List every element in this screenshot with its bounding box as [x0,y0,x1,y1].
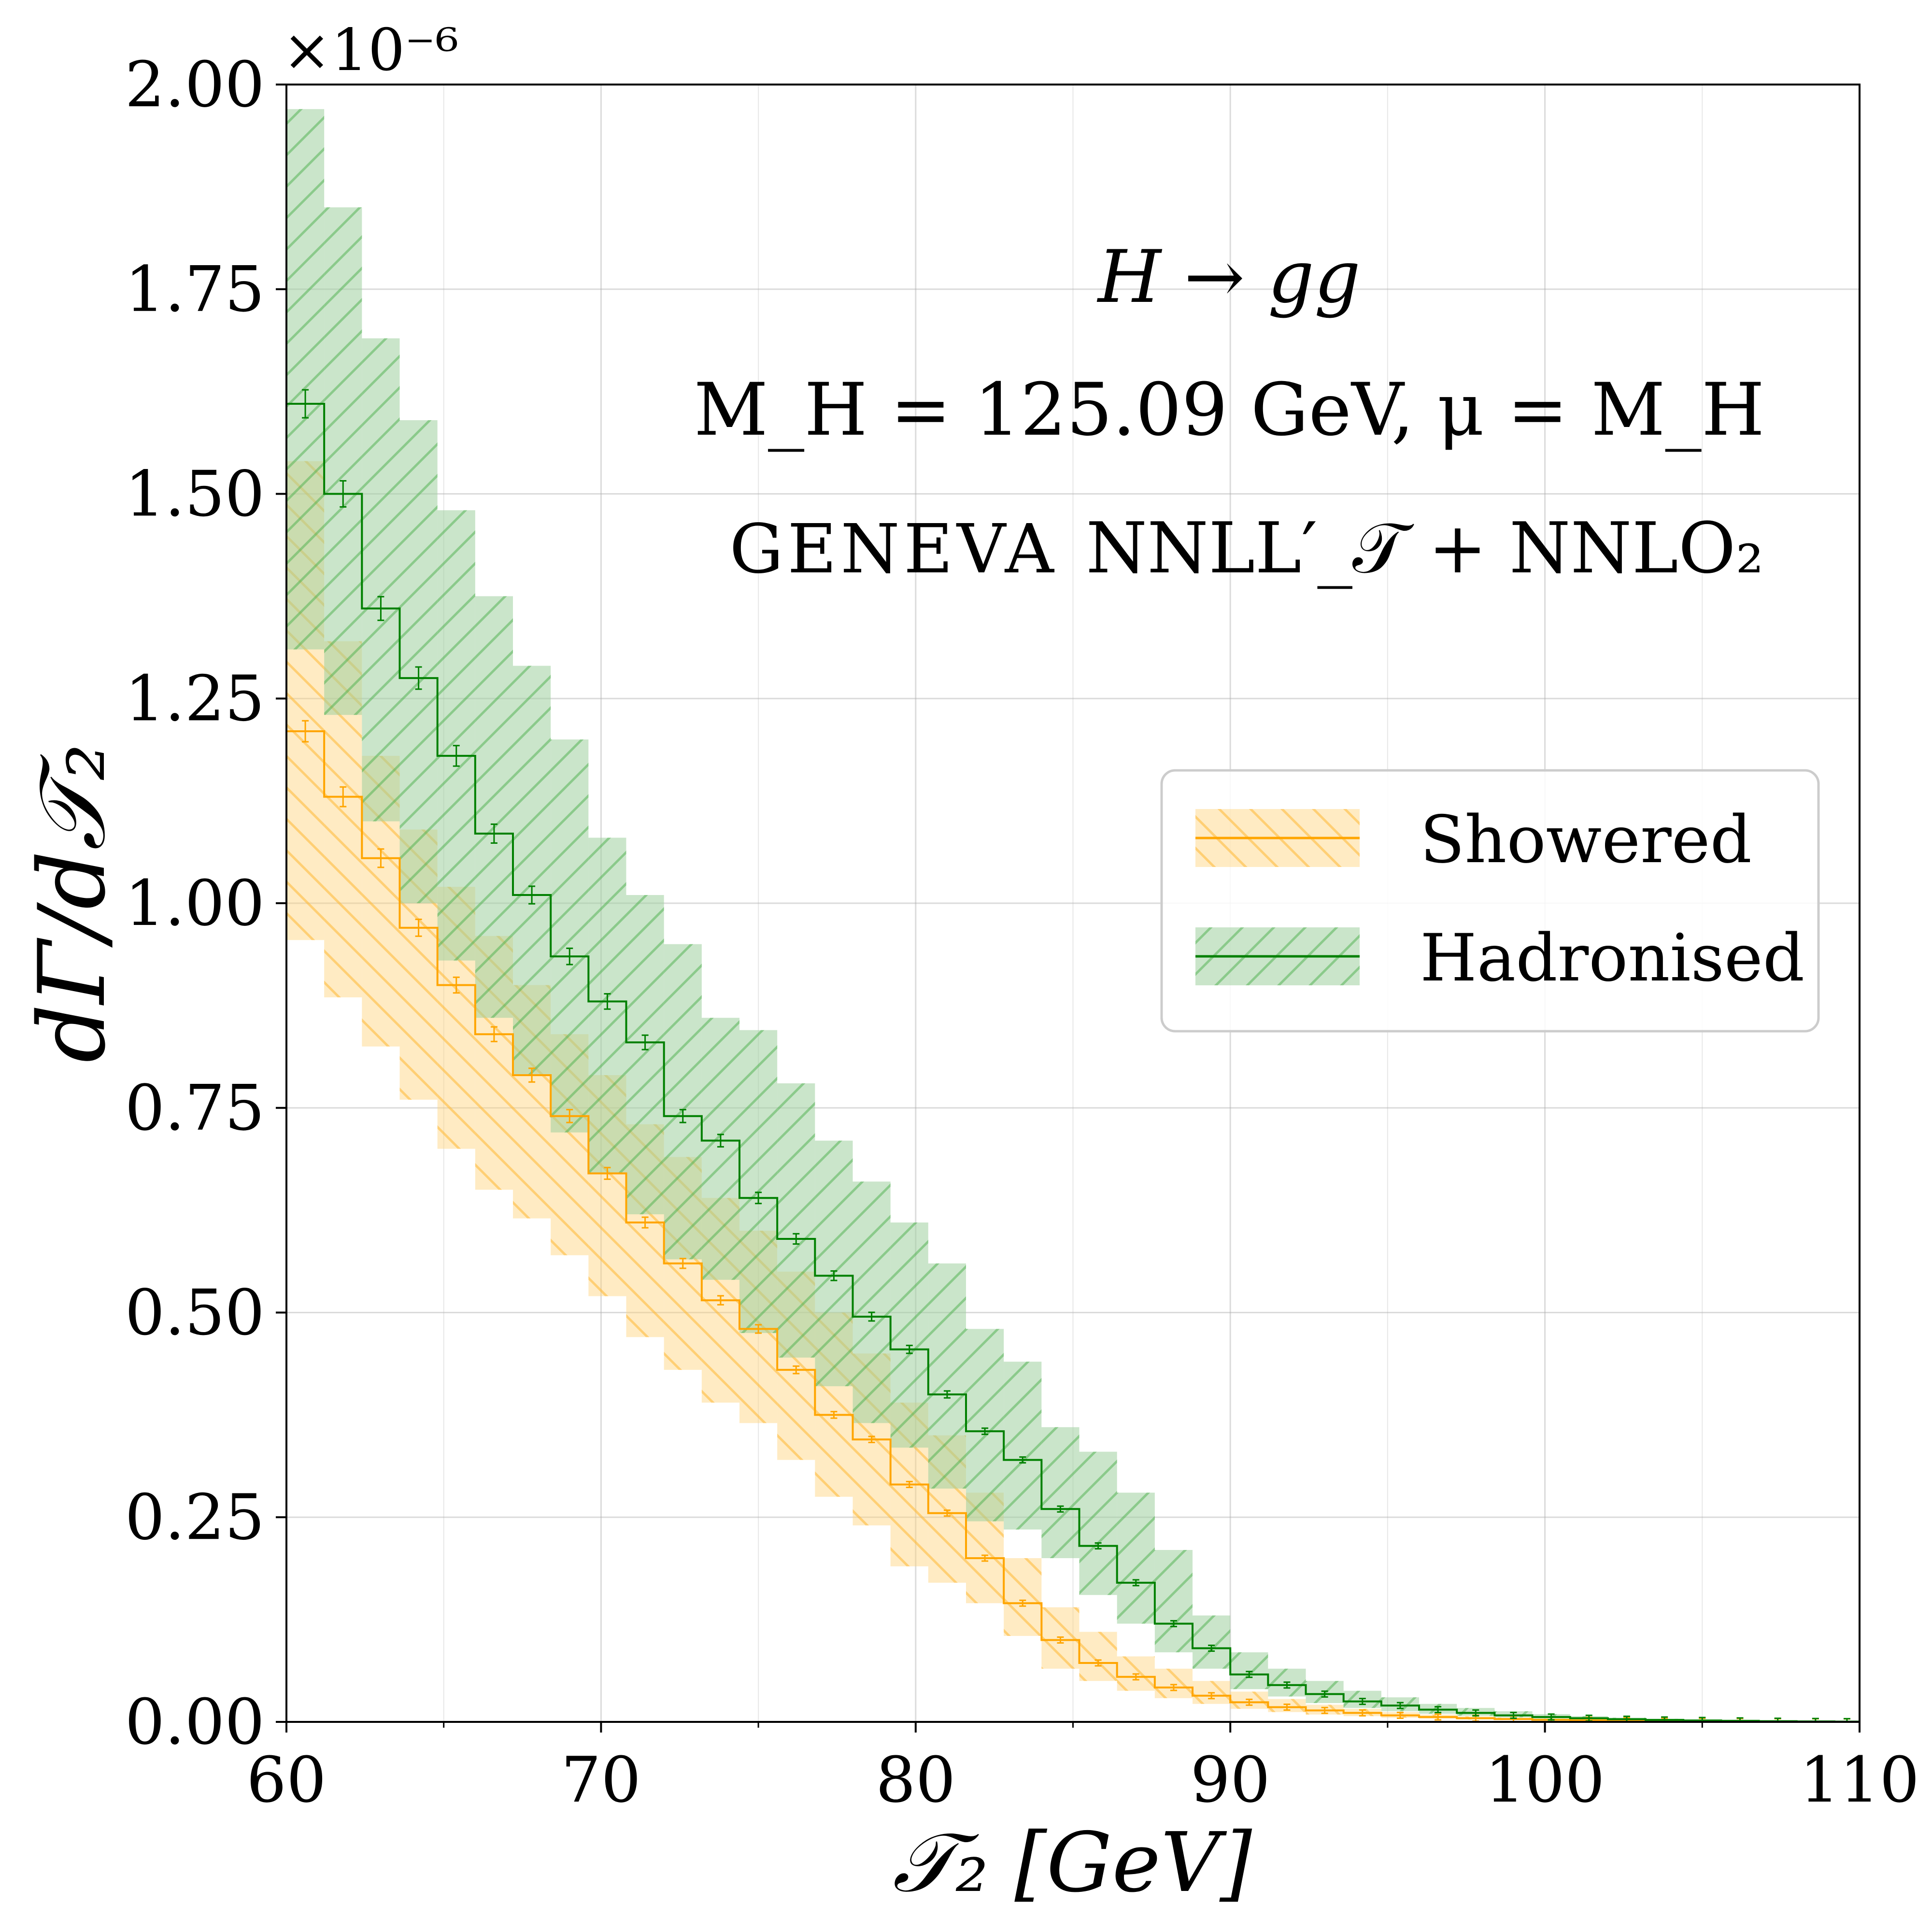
hadronised-hatch-bin [777,1083,815,1358]
y-tick-label: 0.00 [125,1685,265,1759]
central-histograms [286,389,1860,1722]
hadronised-hatch-bin [324,207,362,715]
hadronised-hatch-bin [1041,1427,1080,1558]
y-tick-label: 1.75 [125,253,265,326]
legend-label-hadronised: Hadronised [1420,920,1804,996]
hadronised-step-line [286,403,1860,1722]
annotation-generator: GENEVA [729,510,1057,589]
legend: Showered Hadronised [1160,769,1820,1033]
legend-label-showered: Showered [1420,802,1752,878]
y-tick-label: 0.25 [125,1480,265,1554]
y-tick-label: 0.75 [125,1071,265,1145]
hadronised-hatch-bin [815,1140,853,1387]
x-tick-label: 70 [561,1743,641,1817]
hadronised-hatch-bin [551,739,589,1133]
showered-step-line [286,730,1860,1722]
hadronised-hatch-bin [1193,1615,1231,1669]
hadronised-hatch-bin [890,1222,928,1448]
x-tick-label: 60 [246,1743,326,1817]
hadronised-hatch-bin [513,666,551,1075]
y-tick-label: 1.50 [125,457,265,531]
hadronised-hatch-bin [1079,1451,1117,1595]
hadronised-hatch-bin [1117,1492,1155,1624]
legend-item-showered: Showered [1195,802,1752,878]
y-tick-label: 1.25 [125,662,265,735]
showered-hatch-bin [1154,1668,1193,1698]
uncertainty-bands [286,109,1860,1722]
hadronised-hatch-bin [1230,1652,1268,1690]
showered-hatch-bin [1079,1632,1117,1681]
hadronised-hatch-bin [739,1030,778,1333]
hadronised-hatch-bin [966,1329,1004,1521]
hadronised-hatch-bin [664,944,702,1260]
hadronised-hatch-bin [1154,1550,1193,1652]
x-tick-label: 100 [1485,1743,1605,1817]
y-tick-label: 1.00 [125,867,265,940]
hadronised-hatch-bin [475,596,513,1018]
axis-ticks: 60 70 80 90 100 110 0.00 0.25 0.50 0.75 1.00 1.25 1.… [125,48,1920,1817]
annotation-parameters: M_H = 125.09 GeV, μ = M_H [694,368,1765,452]
hadronised-hatch-bin [399,420,438,903]
hadronised-hatch-bin [852,1181,891,1423]
y-tick-label: 2.00 [125,48,265,121]
hadronised-hatch-bin [1004,1362,1042,1530]
annotation-process: H → gg [1096,235,1361,319]
y-tick-label: 0.50 [125,1276,265,1350]
x-tick-label: 80 [876,1743,955,1817]
hadronised-hatch-bin [626,895,664,1215]
hadronised-hatch-bin [286,109,325,650]
hadronised-hatch-bin [928,1263,966,1489]
x-tick-label: 110 [1800,1743,1919,1817]
showered-hatch-bin [1004,1558,1042,1636]
annotation-accuracy: NNLL′_𝒯 + NNLO₂ [1086,508,1764,589]
x-axis-title: 𝒯₂ [GeV] [893,1815,1252,1911]
y-axis-title: dΓ/d𝒯₂ [19,744,126,1063]
hadronised-hatch-bin [437,510,475,961]
legend-item-hadronised: Hadronised [1195,920,1804,996]
y-scale-label: ×10⁻⁶ [283,17,459,84]
hadronised-hatch-bin [701,1018,740,1280]
x-tick-label: 90 [1190,1743,1270,1817]
hadronised-hatch-bin [362,338,400,822]
